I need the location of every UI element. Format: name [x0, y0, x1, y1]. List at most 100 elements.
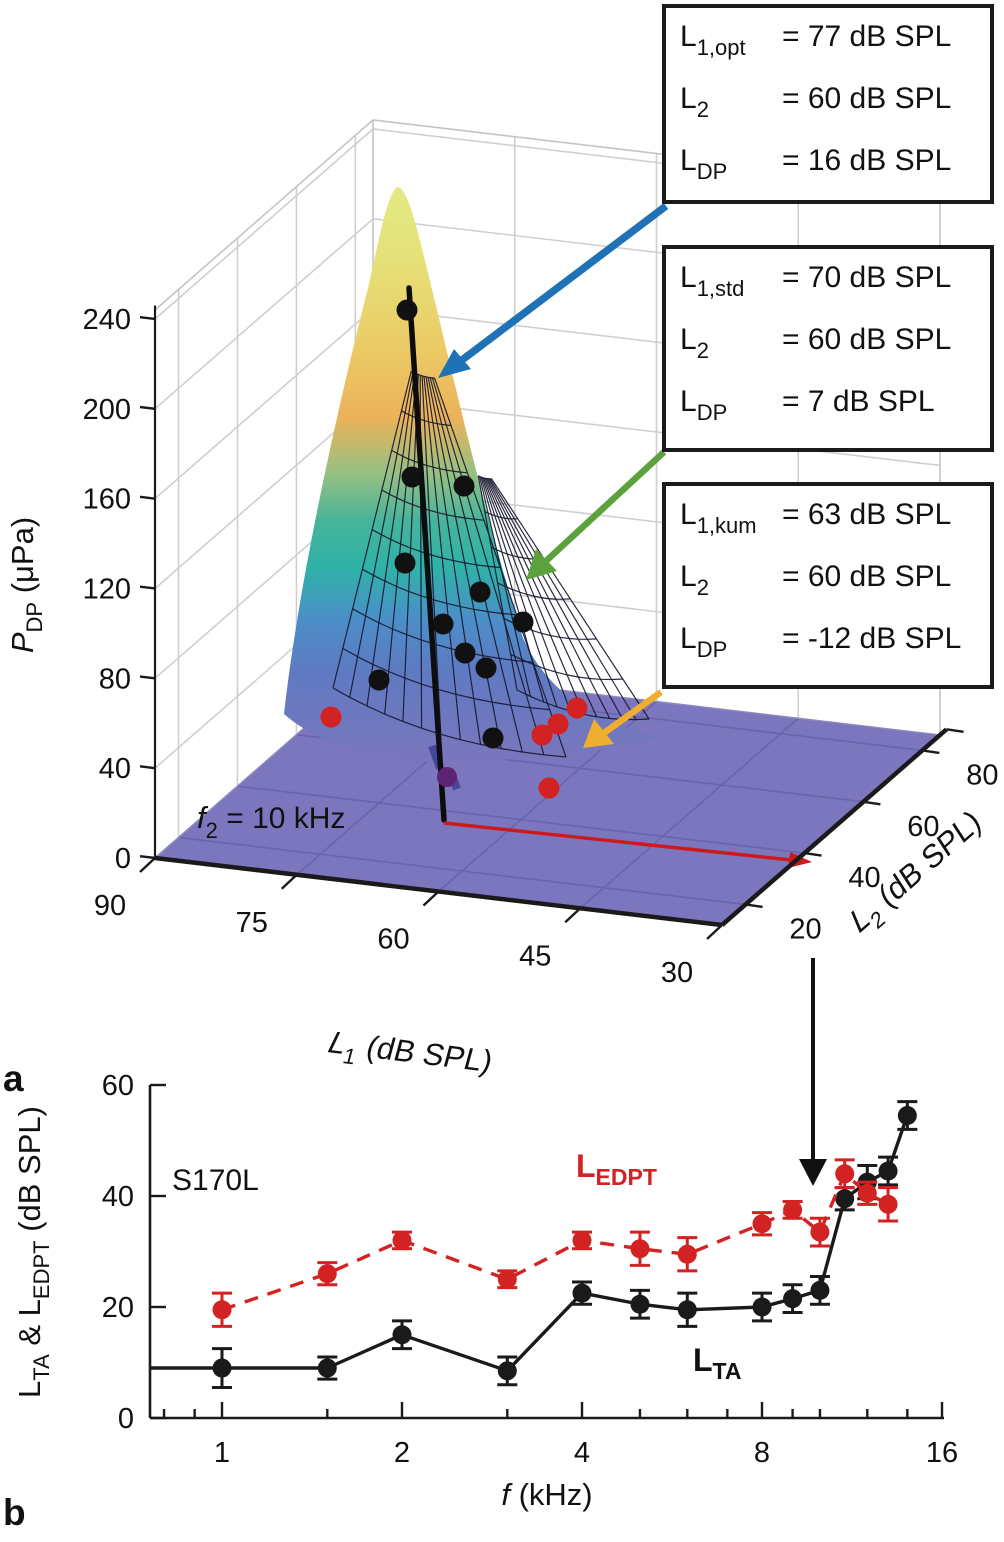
data-point-black	[368, 669, 390, 691]
mesh-line	[391, 449, 468, 474]
l1-tick-label: 75	[236, 907, 268, 939]
data-point-black	[401, 466, 423, 488]
marker-L_TA	[572, 1283, 592, 1303]
series-L_TA	[150, 1100, 918, 1389]
mesh-line	[381, 489, 484, 521]
data-point-red	[538, 777, 560, 799]
quantity-value: = 60 dB SPL	[782, 560, 952, 593]
red-arrow-shaft	[443, 821, 792, 862]
l2-tick	[863, 800, 881, 806]
z-tick-label: 200	[83, 394, 131, 426]
quantity-value: = 60 dB SPL	[782, 82, 952, 115]
marker-L_EDPT	[752, 1214, 772, 1234]
data-point-black	[475, 657, 497, 679]
z-tick	[139, 765, 156, 770]
quantity-value: = 77 dB SPL	[782, 20, 952, 53]
y-tick-label: 60	[102, 1070, 134, 1102]
z-tick	[139, 675, 156, 680]
y-tick-label: 0	[118, 1403, 134, 1435]
down-arrow-head	[799, 1159, 827, 1186]
data-point-red	[320, 706, 342, 728]
annotation-row: LDP = 7 dB SPL	[680, 385, 990, 447]
wall-gridline-z	[154, 308, 374, 500]
y-tick-label: 40	[102, 1181, 134, 1213]
x-tick-label: 2	[394, 1437, 410, 1469]
marker-L_EDPT	[317, 1264, 337, 1284]
z-tick	[139, 585, 156, 590]
panel-b-letter: b	[3, 1492, 26, 1533]
data-point-black	[394, 552, 416, 574]
data-point-black	[453, 475, 475, 497]
blue-arrow-shaft	[459, 203, 669, 363]
marker-L_TA	[392, 1325, 412, 1345]
panel-b-x-axis-title: f (kHz)	[501, 1477, 592, 1512]
z-tick	[139, 405, 156, 410]
quantity-label: L1,opt	[680, 20, 746, 60]
annotation-row: L2 = 60 dB SPL	[680, 560, 990, 622]
quantity-value: = 60 dB SPL	[782, 323, 952, 356]
panel-link-arrow	[799, 958, 827, 1186]
l2-axis-line	[720, 727, 949, 927]
marker-L_EDPT	[783, 1200, 803, 1220]
series-L_EDPT	[212, 1158, 899, 1328]
marker-L_TA	[878, 1161, 898, 1181]
floor-gridline	[579, 717, 799, 909]
annotation-row: L2 = 60 dB SPL	[680, 323, 990, 385]
data-point-black	[512, 611, 534, 633]
l2-tick	[804, 851, 822, 857]
marker-L_TA	[497, 1361, 517, 1381]
blue-arrow-head	[438, 349, 471, 378]
marker-L_EDPT	[212, 1300, 232, 1320]
marker-L_TA	[897, 1106, 917, 1126]
panel-a-letter: a	[3, 1058, 24, 1099]
l1-tick-label: 60	[377, 924, 409, 956]
z-tick	[139, 315, 156, 321]
mesh-line	[371, 529, 501, 569]
quantity-value: = 70 dB SPL	[782, 261, 952, 294]
data-point-black	[454, 642, 476, 664]
quantity-label: L2	[680, 560, 709, 600]
l2-tick	[922, 749, 940, 755]
annotation-row: LDP = -12 dB SPL	[680, 622, 990, 684]
marker-L_EDPT	[572, 1230, 592, 1250]
green-arrow-shaft	[543, 449, 667, 564]
quantity-label: LDP	[680, 622, 728, 662]
panel-b-y-axis-title: LTA & LEDPT (dB SPL)	[12, 1106, 54, 1398]
marker-L_EDPT	[810, 1222, 830, 1242]
quantity-value: = 16 dB SPL	[782, 144, 952, 177]
mesh-line	[362, 568, 517, 616]
annotation-row: L1,kum = 63 dB SPL	[680, 498, 990, 560]
marker-L_TA	[783, 1289, 803, 1309]
data-point-red	[531, 724, 553, 746]
l2-tick-label: 40	[848, 862, 880, 894]
annotation-row: L1,std = 70 dB SPL	[680, 261, 990, 323]
l2-tick	[745, 903, 763, 909]
fitted-mesh-wireframe	[332, 370, 650, 758]
z-tick-label: 0	[115, 843, 131, 875]
marker-L_EDPT	[878, 1194, 898, 1214]
annotation-arrows	[438, 203, 669, 748]
z-tick-label: 40	[99, 753, 131, 785]
axes-3d: 0 40 80 120 160 200 240 90 75 60 45 30 20 40 60 80	[83, 304, 999, 989]
annotation-box-kum: L1,kum = 63 dB SPL L2 = 60 dB SPL LDP = …	[662, 482, 994, 689]
l1-tick-label: 30	[661, 957, 693, 989]
l1-tick	[139, 857, 156, 873]
annotation-row: L2 = 60 dB SPL	[680, 82, 990, 144]
marker-L_TA	[810, 1280, 830, 1300]
marker-L_EDPT	[857, 1183, 877, 1203]
panel-b-plot: 1 2 4 8 16 0 20 40 60	[102, 1070, 958, 1469]
z-axis-title: PDP (μPa)	[5, 517, 47, 653]
y-tick-label: 20	[102, 1292, 134, 1324]
l2-end-tick	[946, 728, 964, 733]
floor-condition-label: f2 = 10 kHz	[197, 800, 345, 843]
mesh-line	[478, 475, 492, 480]
marker-L_TA	[212, 1358, 232, 1378]
mesh-line	[510, 653, 623, 681]
quantity-label: LDP	[680, 144, 728, 184]
marker-L_TA	[630, 1294, 650, 1314]
scatter-points-3d	[320, 299, 588, 799]
data-point-black	[482, 727, 504, 749]
data-point-red	[547, 713, 569, 735]
z-tick-label: 80	[99, 663, 131, 695]
